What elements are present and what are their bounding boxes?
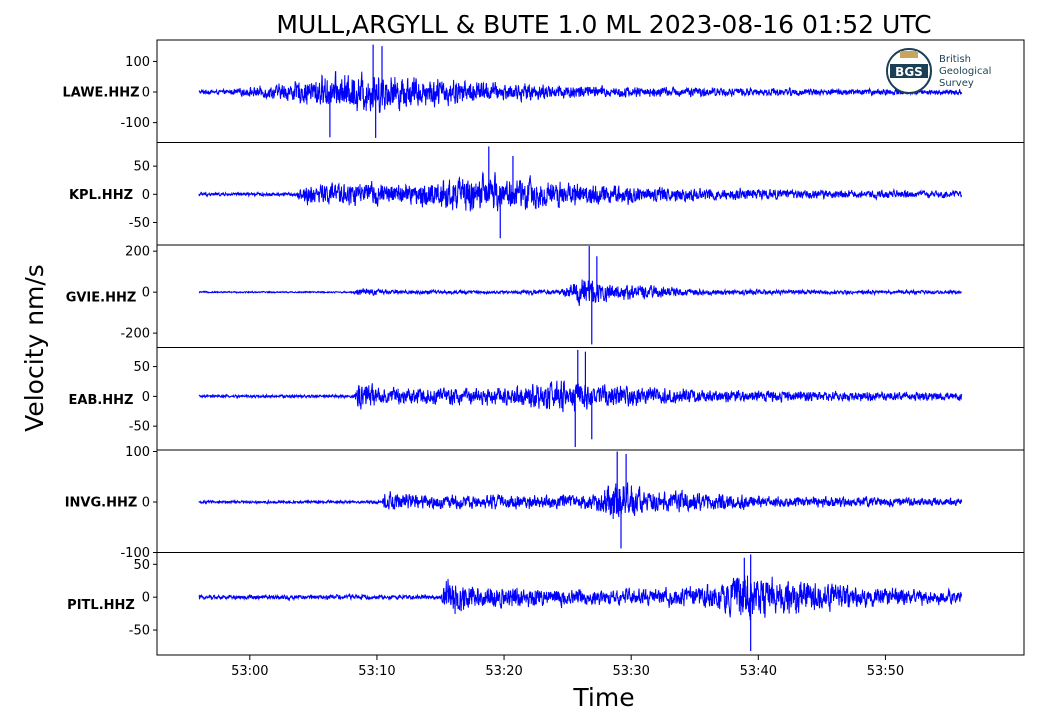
logo-line-geological: Geological: [939, 66, 991, 77]
y-tick-label: 50: [133, 360, 150, 375]
logo-initials: BGS: [895, 65, 923, 79]
waveform-line: [198, 380, 963, 413]
x-tick-label: 53:30: [612, 664, 649, 679]
y-tick-label: 50: [133, 160, 150, 175]
waveform-line: [198, 71, 963, 113]
logo-line-british: British: [939, 54, 971, 65]
y-tick-label: -100: [120, 546, 150, 561]
station-label: EAB.HHZ: [69, 393, 134, 408]
waveform-line: [198, 482, 963, 520]
y-axis-label: Velocity nm/s: [20, 264, 49, 432]
trace-panel: GVIE.HHZ 200 0 -200: [66, 244, 1025, 348]
y-tick-label: 0: [142, 86, 150, 101]
x-tick-label: 53:10: [358, 664, 395, 679]
trace-panel: EAB.HHZ 50 0 -50: [69, 347, 1025, 451]
station-label: KPL.HHZ: [69, 188, 133, 203]
waveform-line: [198, 279, 962, 306]
waveform-line: [198, 575, 963, 621]
station-label: INVG.HHZ: [65, 495, 138, 510]
x-tick-label: 53:00: [231, 664, 268, 679]
y-tick-label: 100: [125, 445, 150, 460]
y-tick-label: 0: [142, 496, 150, 511]
y-tick-label: 50: [133, 558, 150, 573]
station-label: GVIE.HHZ: [66, 290, 137, 305]
y-tick-label: -50: [129, 420, 150, 435]
y-tick-label: -100: [120, 116, 150, 131]
y-tick-label: 0: [142, 188, 150, 203]
y-tick-label: 0: [142, 591, 150, 606]
crown-icon: [900, 51, 918, 58]
trace-panels: LAWE.HHZ1000-100KPL.HHZ500-50GVIE.HHZ200…: [62, 39, 1025, 656]
y-tick-label: 0: [142, 390, 150, 405]
y-tick-label: -50: [129, 216, 150, 231]
x-tick-label: 53:50: [867, 664, 904, 679]
panel-frame: [156, 552, 1025, 656]
panel-frame: [156, 244, 1025, 348]
waveform-line: [198, 171, 962, 212]
x-axis-label: Time: [572, 683, 634, 712]
x-axis: 53:00 53:10 53:20 53:30 53:40 53:50: [231, 655, 904, 679]
y-tick-label: 100: [125, 55, 150, 70]
logo-band: [890, 64, 928, 78]
station-label: PITL.HHZ: [67, 598, 135, 613]
bgs-logo: BGS British Geological Survey: [886, 48, 991, 94]
x-tick-label: 53:20: [485, 664, 522, 679]
station-label: LAWE.HHZ: [62, 85, 139, 100]
y-tick-label: 0: [142, 286, 150, 301]
logo-line-survey: Survey: [939, 78, 974, 89]
y-tick-label: -50: [129, 624, 150, 639]
y-tick-label: 200: [125, 245, 150, 260]
trace-panel: PITL.HHZ 50 0 -50: [67, 552, 1025, 656]
trace-panel: LAWE.HHZ 100 0 -100: [62, 39, 1025, 143]
x-tick-label: 53:40: [740, 664, 777, 679]
chart-title: MULL,ARGYLL & BUTE 1.0 ML 2023-08-16 01:…: [276, 10, 931, 39]
trace-panel: INVG.HHZ 100 0 -100: [65, 445, 1025, 561]
y-tick-label: -200: [120, 327, 150, 342]
